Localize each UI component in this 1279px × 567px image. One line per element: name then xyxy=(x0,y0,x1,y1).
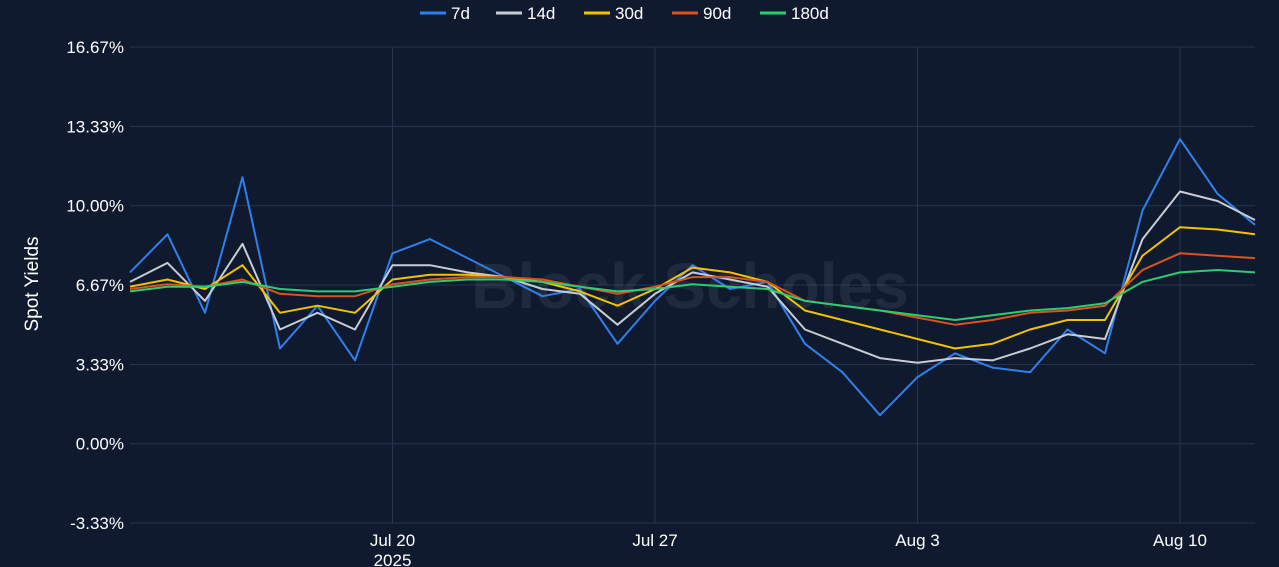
series-line-30d xyxy=(129,226,1256,350)
series-line-180d xyxy=(129,269,1256,321)
watermark: Block Scholes xyxy=(471,250,909,322)
series-line-14d xyxy=(129,190,1256,364)
legend-label: 7d xyxy=(451,4,470,23)
legend-item-180d[interactable]: 180d xyxy=(760,4,829,23)
y-tick-label: 10.00% xyxy=(66,197,124,216)
y-tick-label: 13.33% xyxy=(66,117,124,136)
legend-label: 14d xyxy=(527,4,555,23)
legend-item-30d[interactable]: 30d xyxy=(584,4,643,23)
grid xyxy=(130,46,1255,524)
legend-item-14d[interactable]: 14d xyxy=(496,4,555,23)
legend-label: 90d xyxy=(703,4,731,23)
legend-item-90d[interactable]: 90d xyxy=(672,4,731,23)
y-axis: 16.67% 13.33% 10.00% 6.67% 3.33% 0.00% -3.33% xyxy=(66,38,124,533)
y-axis-title: Spot Yields xyxy=(22,236,43,331)
x-tick-label: Aug 10 xyxy=(1153,531,1207,550)
y-tick-label: 16.67% xyxy=(66,38,124,57)
legend-label: 180d xyxy=(791,4,829,23)
legend[interactable]: 7d 14d 30d 90d 180d xyxy=(420,4,829,23)
x-tick-label: Jul 20 xyxy=(370,531,415,550)
y-tick-label: 0.00% xyxy=(76,435,124,454)
x-tick-label: Jul 27 xyxy=(632,531,677,550)
y-tick-label: 6.67% xyxy=(76,276,124,295)
y-tick-label: -3.33% xyxy=(70,514,124,533)
x-tick-label: Aug 3 xyxy=(895,531,939,550)
legend-item-7d[interactable]: 7d xyxy=(420,4,470,23)
legend-label: 30d xyxy=(615,4,643,23)
series-group xyxy=(129,138,1256,417)
series-line-90d xyxy=(129,252,1256,326)
y-tick-label: 3.33% xyxy=(76,355,124,374)
x-tick-sublabel: 2025 xyxy=(374,551,412,567)
